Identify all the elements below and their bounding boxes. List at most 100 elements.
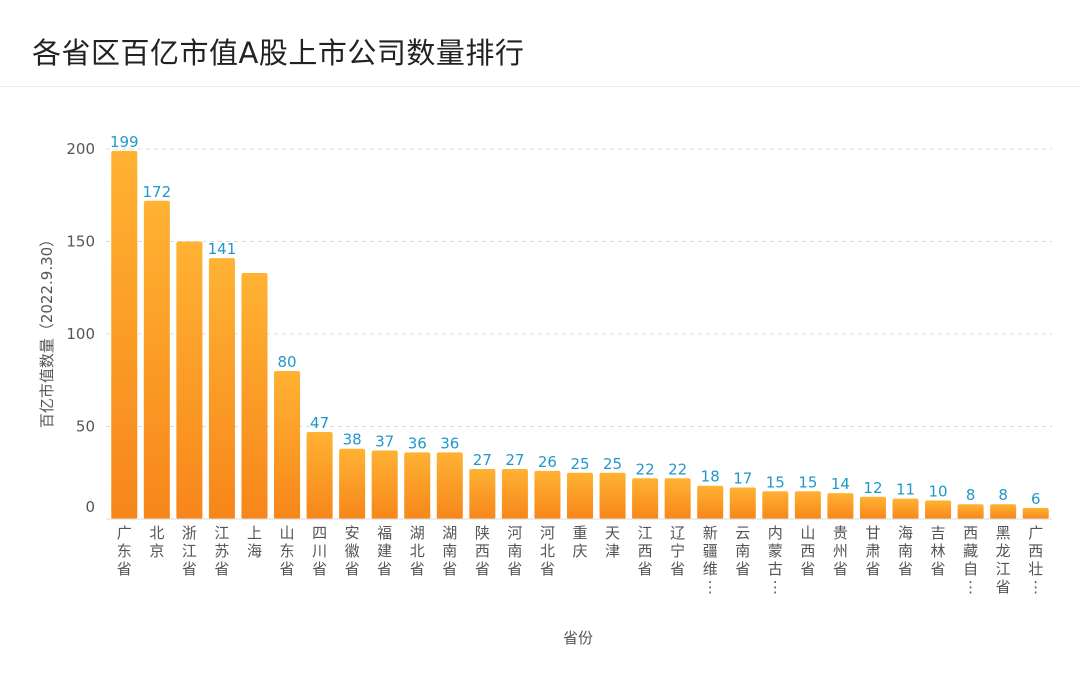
bar xyxy=(241,272,268,519)
category-label: 上海 xyxy=(247,524,262,560)
bar xyxy=(957,504,984,519)
grid-lines xyxy=(106,148,1052,427)
bars xyxy=(111,150,1049,520)
category-label: 陕西省 xyxy=(475,524,490,578)
bar-value-label: 17 xyxy=(733,470,752,488)
bar xyxy=(697,485,724,519)
bar xyxy=(274,371,301,519)
bar-value-label: 8 xyxy=(998,486,1008,504)
bar-value-label: 26 xyxy=(538,453,557,471)
title-divider xyxy=(0,86,1080,87)
y-tick-label: 150 xyxy=(66,233,95,251)
chart-title: 各省区百亿市值A股上市公司数量排行 xyxy=(32,36,525,70)
category-label: 浙江省 xyxy=(182,524,197,578)
bar xyxy=(111,150,138,519)
bar-value-label: 15 xyxy=(798,473,817,491)
bar-value-label: 199 xyxy=(110,133,139,151)
bar xyxy=(859,496,886,519)
bar-value-label: 38 xyxy=(343,431,362,449)
bar xyxy=(762,491,789,519)
bar xyxy=(892,498,919,519)
bar-value-label: 25 xyxy=(603,455,622,473)
bar xyxy=(632,478,659,519)
y-axis-ticks: 0 50 100 150 200 xyxy=(66,140,95,516)
category-label: 江西省 xyxy=(638,524,653,578)
bar-value-label: 80 xyxy=(277,353,296,371)
category-label: 北京 xyxy=(149,524,164,560)
y-tick-label: 200 xyxy=(66,140,95,158)
bar-value-label: 36 xyxy=(440,434,459,452)
bar-value-label: 141 xyxy=(208,240,237,258)
category-label: 山东省 xyxy=(280,524,295,578)
bar-value-label: 172 xyxy=(143,183,172,201)
category-label: 新疆维⋮ xyxy=(703,524,718,596)
y-tick-label: 0 xyxy=(85,498,95,516)
category-label: 海南省 xyxy=(898,524,913,578)
bar xyxy=(208,258,235,519)
category-label: 内蒙古⋮ xyxy=(768,524,783,596)
y-axis-title: 百亿市值数量（2022.9.30） xyxy=(38,232,56,428)
category-label: 广西壮⋮ xyxy=(1028,524,1043,596)
bar-value-label: 27 xyxy=(473,451,492,469)
bar xyxy=(925,500,952,519)
bar xyxy=(827,493,854,519)
bar-value-label: 8 xyxy=(966,486,976,504)
bar xyxy=(371,450,398,519)
bar xyxy=(501,469,528,519)
category-label: 四川省 xyxy=(312,524,327,578)
category-label: 福建省 xyxy=(377,524,392,578)
category-label: 黑龙江省 xyxy=(996,524,1011,596)
category-label: 广东省 xyxy=(117,524,132,578)
category-label: 辽宁省 xyxy=(670,524,685,578)
bar-value-label: 15 xyxy=(766,473,785,491)
bar xyxy=(404,452,431,519)
bar xyxy=(469,469,496,519)
category-labels: 广东省 北京 浙江省 江苏省 上海 山东省 四川省 安徽省 福建省 湖北省 湖南省 陕西省 河南省 河北省… xyxy=(117,524,1043,596)
y-tick-label: 50 xyxy=(76,418,95,436)
category-label: 吉林省 xyxy=(931,524,946,578)
category-label: 西藏自⋮ xyxy=(963,524,978,596)
category-label: 河南省 xyxy=(507,524,522,578)
bar xyxy=(566,472,594,519)
data-labels: 199 172 141 80 47 38 37 36 36 27 27 26 25 25 22 22 18 17 1… xyxy=(110,133,1041,508)
bar xyxy=(794,491,821,519)
category-label: 湖北省 xyxy=(410,524,425,578)
category-label: 河北省 xyxy=(540,524,555,578)
category-label: 甘肃省 xyxy=(865,524,880,578)
category-label: 重庆 xyxy=(572,524,587,560)
bar-value-label: 22 xyxy=(668,460,687,478)
bar xyxy=(176,241,203,519)
bar-value-label: 37 xyxy=(375,433,394,451)
bar-value-label: 18 xyxy=(701,468,720,486)
category-label: 江苏省 xyxy=(214,524,229,578)
x-axis-title: 省份 xyxy=(563,629,593,647)
bar-value-label: 36 xyxy=(408,434,427,452)
bar-value-label: 14 xyxy=(831,475,850,493)
category-label: 湖南省 xyxy=(442,524,457,578)
bar-value-label: 47 xyxy=(310,414,329,432)
y-tick-label: 100 xyxy=(66,325,95,343)
bar xyxy=(143,200,170,520)
bar xyxy=(1022,507,1049,519)
category-label: 天津 xyxy=(605,524,620,560)
bar-value-label: 27 xyxy=(505,451,524,469)
bar xyxy=(436,452,463,519)
bar xyxy=(599,472,626,519)
bar xyxy=(306,432,333,519)
bar xyxy=(990,504,1017,519)
category-label: 贵州省 xyxy=(833,524,848,578)
bar xyxy=(729,487,756,519)
category-label: 安徽省 xyxy=(345,524,360,578)
bar-value-label: 6 xyxy=(1031,490,1041,508)
bar xyxy=(534,470,561,519)
bar xyxy=(339,448,366,519)
bar-value-label: 10 xyxy=(929,483,948,501)
category-label: 云南省 xyxy=(735,524,750,578)
bar xyxy=(664,478,691,519)
bar-value-label: 12 xyxy=(863,479,882,497)
bar-value-label: 22 xyxy=(636,460,655,478)
bar-value-label: 11 xyxy=(896,481,915,499)
category-label: 山西省 xyxy=(800,524,815,578)
bar-value-label: 25 xyxy=(570,455,589,473)
